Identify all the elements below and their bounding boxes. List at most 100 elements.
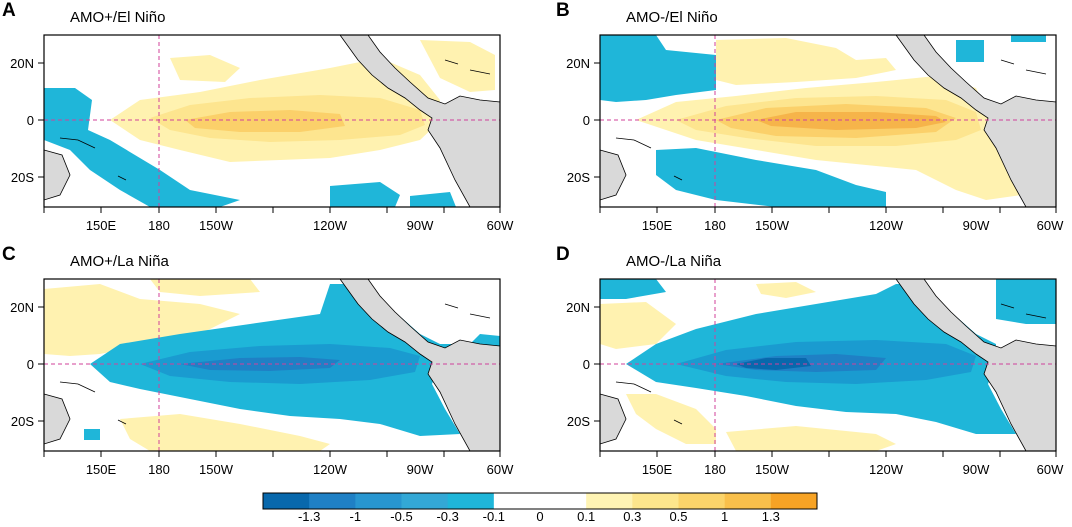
colorbar-label: -0.3	[436, 509, 458, 522]
cool-anomaly-sw	[84, 429, 100, 440]
colorbar-label: 0.3	[623, 509, 641, 522]
colorbar-label: -1.3	[298, 509, 320, 522]
x-tick-label: 60W	[487, 218, 514, 233]
y-tick-label: 20S	[11, 170, 34, 185]
x-tick-label: 90W	[963, 218, 990, 233]
cool-anomaly-w	[44, 88, 240, 207]
warm-anomaly-w	[600, 302, 676, 349]
colorbar-swatch	[540, 493, 587, 509]
land-islands	[59, 59, 491, 181]
map-a: 150E 180 150W 120W 90W 60W 20N 0 20S	[10, 34, 514, 233]
x-tick-label: 180	[704, 462, 726, 477]
y-axis-ticks	[594, 306, 600, 422]
map-b: 150E 180 150W 120W 90W 60W 20N 0 20S	[566, 34, 1064, 233]
cool-anomaly-sw	[656, 148, 886, 207]
cool-anomaly-se	[410, 192, 456, 207]
x-tick-label: 60W	[1037, 218, 1064, 233]
x-tick-label: 150E	[86, 218, 117, 233]
warm-anomaly-nw	[44, 284, 240, 356]
colorbar-swatch	[447, 493, 495, 509]
x-tick-label: 150E	[642, 462, 673, 477]
y-tick-label: 20N	[566, 56, 590, 71]
x-axis-ticks	[599, 451, 1057, 457]
warm-anomaly-peak	[756, 112, 946, 130]
panel-letter: A	[2, 0, 16, 21]
colorbar-frame	[262, 492, 818, 510]
map-c: 150E 180 150W 120W 90W 60W 20N 0 20S	[10, 278, 514, 477]
x-tick-label: 90W	[407, 218, 434, 233]
x-tick-label: 150W	[199, 218, 234, 233]
y-tick-label: 0	[27, 357, 34, 372]
warm-anomaly-n	[756, 282, 816, 298]
colorbar-swatch	[724, 493, 772, 509]
y-tick-label: 20S	[567, 170, 590, 185]
warm-blob-ne	[420, 40, 495, 92]
colorbar: -1.3 -1 -0.5 -0.3 -0.1 0 0.1 0.3 0.5 1 1.3	[0, 488, 1072, 524]
y-axis-ticks	[38, 62, 44, 178]
y-tick-label: 20S	[567, 414, 590, 429]
cool-anomaly-nw	[600, 279, 666, 299]
y-tick-label: 0	[27, 113, 34, 128]
warm-anomaly-strong	[185, 110, 345, 132]
colorbar-label: -0.1	[483, 509, 505, 522]
panel-title: AMO+/El Niño	[70, 9, 166, 26]
colorbar-swatch	[493, 493, 541, 509]
panel-letter: B	[556, 0, 570, 21]
colorbar-label: -1	[350, 509, 362, 522]
colorbar-svg: -1.3 -1 -0.5 -0.3 -0.1 0 0.1 0.3 0.5 1 1.3	[262, 492, 818, 524]
colorbar-label: 1	[721, 509, 728, 522]
x-axis-ticks	[43, 207, 501, 213]
panel-c: C AMO+/La Niña 150E 180 150W 120W 90W 60…	[0, 244, 536, 488]
land-islands	[615, 303, 1047, 425]
panel-title: AMO-/El Niño	[626, 9, 718, 26]
colorbar-swatch	[678, 493, 726, 509]
map-d: 150E 180 150W 120W 90W 60W 20N 0 20S	[566, 278, 1064, 477]
colorbar-swatch	[632, 493, 679, 509]
x-tick-label: 150E	[86, 462, 117, 477]
warm-anomaly-s	[626, 394, 716, 444]
map-frame	[599, 34, 1057, 208]
x-tick-label: 120W	[869, 462, 904, 477]
cool-anomaly-peak	[736, 358, 811, 370]
x-axis-ticks	[43, 451, 501, 457]
x-tick-label: 60W	[1037, 462, 1064, 477]
panel-title: AMO-/La Niña	[626, 253, 722, 270]
x-tick-label: 120W	[313, 462, 348, 477]
colorbar-label: 1.3	[762, 509, 780, 522]
x-tick-label: 150W	[755, 218, 790, 233]
y-axis-ticks	[38, 306, 44, 422]
panel-b: B AMO-/El Niño 150E 180 150W 120W 90W 60…	[556, 0, 1072, 244]
warm-anomaly-se	[726, 426, 896, 451]
panel-d: D AMO-/La Niña 150E 180 150W 120W 90W	[556, 244, 1072, 488]
panel-a: A AMO+/El Niño 150E 180 150W 12	[0, 0, 536, 244]
panel-title: AMO+/La Niña	[70, 253, 169, 270]
y-tick-label: 20S	[11, 414, 34, 429]
cool-anomaly-s	[330, 182, 400, 207]
map-frame	[599, 278, 1057, 452]
colorbar-swatch	[401, 493, 449, 509]
colorbar-label: 0	[536, 509, 543, 522]
cool-anomaly-nw	[600, 35, 716, 102]
cool-anomaly-ne	[956, 40, 984, 62]
x-tick-label: 180	[148, 218, 170, 233]
x-tick-label: 180	[704, 218, 726, 233]
y-tick-label: 0	[583, 113, 590, 128]
y-tick-label: 20N	[10, 56, 34, 71]
land-islands	[59, 303, 491, 425]
x-tick-label: 120W	[869, 218, 904, 233]
x-tick-label: 90W	[407, 462, 434, 477]
map-frame	[43, 34, 501, 208]
colorbar-label: -0.5	[390, 509, 412, 522]
y-tick-label: 20N	[10, 300, 34, 315]
x-tick-label: 150W	[755, 462, 790, 477]
warm-anomaly-s	[120, 414, 330, 451]
warm-blob-n	[170, 55, 240, 82]
x-axis-ticks	[599, 207, 1057, 213]
colorbar-label: 0.1	[577, 509, 595, 522]
x-tick-label: 90W	[963, 462, 990, 477]
x-tick-label: 150E	[642, 218, 673, 233]
colorbar-swatch	[309, 493, 356, 509]
x-tick-label: 150W	[199, 462, 234, 477]
colorbar-swatch	[770, 493, 818, 509]
panel-letter: D	[556, 244, 570, 265]
